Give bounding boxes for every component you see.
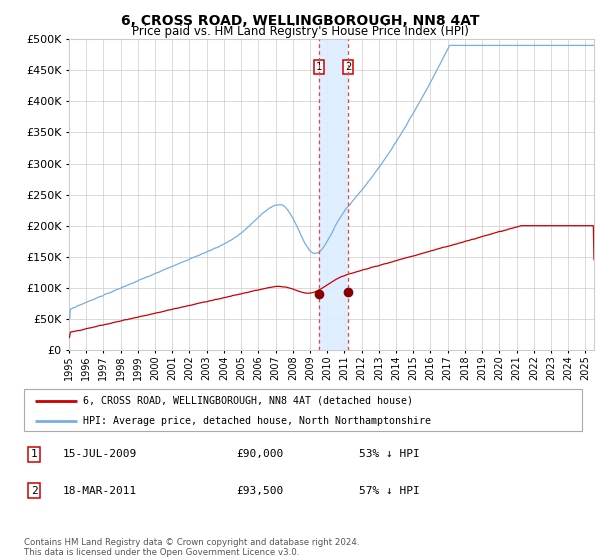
Bar — [319, 39, 348, 350]
Text: 53% ↓ HPI: 53% ↓ HPI — [359, 449, 419, 459]
Text: Price paid vs. HM Land Registry's House Price Index (HPI): Price paid vs. HM Land Registry's House … — [131, 25, 469, 38]
Text: 1: 1 — [316, 62, 322, 72]
Text: 2: 2 — [31, 486, 37, 496]
Text: £90,000: £90,000 — [236, 449, 283, 459]
Text: 2: 2 — [345, 62, 351, 72]
Text: £93,500: £93,500 — [236, 486, 283, 496]
Text: 6, CROSS ROAD, WELLINGBOROUGH, NN8 4AT (detached house): 6, CROSS ROAD, WELLINGBOROUGH, NN8 4AT (… — [83, 395, 413, 405]
Text: 15-JUL-2009: 15-JUL-2009 — [63, 449, 137, 459]
FancyBboxPatch shape — [24, 389, 582, 431]
Text: HPI: Average price, detached house, North Northamptonshire: HPI: Average price, detached house, Nort… — [83, 416, 431, 426]
Text: 1: 1 — [31, 449, 37, 459]
Text: 57% ↓ HPI: 57% ↓ HPI — [359, 486, 419, 496]
Text: 6, CROSS ROAD, WELLINGBOROUGH, NN8 4AT: 6, CROSS ROAD, WELLINGBOROUGH, NN8 4AT — [121, 14, 479, 28]
Text: 18-MAR-2011: 18-MAR-2011 — [63, 486, 137, 496]
Text: Contains HM Land Registry data © Crown copyright and database right 2024.
This d: Contains HM Land Registry data © Crown c… — [24, 538, 359, 557]
